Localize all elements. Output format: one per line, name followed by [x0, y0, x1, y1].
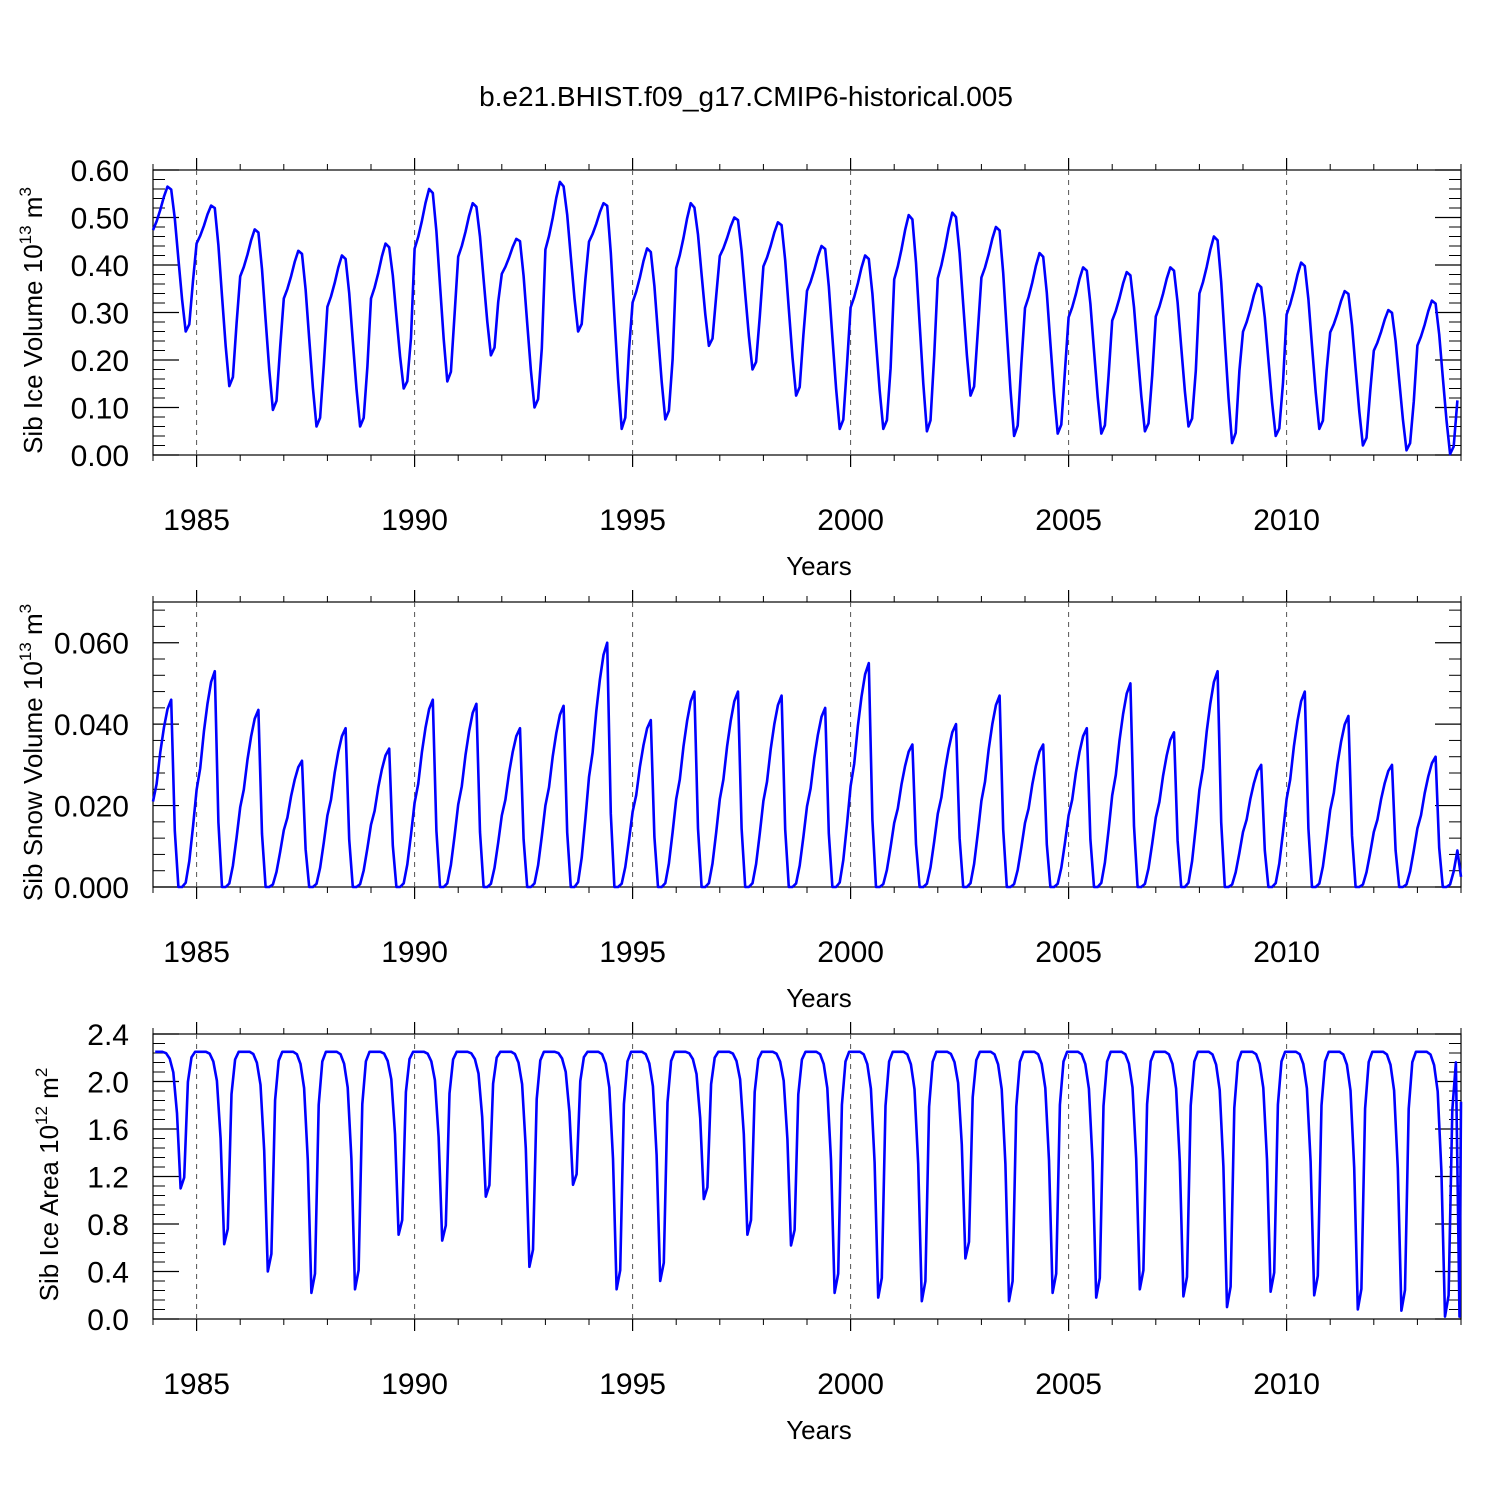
sib-ice-volume-series-line	[151, 180, 1459, 456]
y-axis-label-exponent: 13	[16, 642, 35, 661]
y-tick-label: 0.060	[54, 628, 129, 661]
y-axis-label-exponent: 12	[32, 1106, 51, 1125]
x-tick-label: 2005	[1035, 504, 1102, 537]
y-tick-label: 2.4	[87, 1019, 129, 1052]
y-tick-label: 0.00	[71, 440, 129, 473]
y-tick-label: 0.40	[71, 250, 129, 283]
sib-snow-volume-panel: 1985 1990 1995 2000 2005 2010 0.000 0.020 0.040 0…	[16, 590, 1463, 1013]
y-tick-label: 0.30	[71, 298, 129, 331]
x-tick-label: 2005	[1035, 936, 1102, 969]
plot-frame	[152, 1033, 1462, 1320]
x-axis-label: Years	[786, 1415, 852, 1445]
y-axis-label-unit: m	[18, 197, 48, 226]
x-tick-label: 1990	[381, 936, 448, 969]
x-tick-label: 1990	[381, 504, 448, 537]
y-axis-label-unit-exponent: 3	[16, 604, 35, 613]
y-axis-label: Sib Snow Volume 1013 m3	[16, 604, 48, 901]
y-axis-label-text: Sib Ice Volume 10	[18, 244, 48, 454]
y-tick-label: 1.6	[87, 1114, 129, 1147]
y-tick-label: 0.020	[54, 791, 129, 824]
y-axis-label-unit-exponent: 3	[16, 187, 35, 196]
x-axis-label: Years	[786, 551, 852, 581]
x-tick-label: 1995	[599, 936, 666, 969]
sib-ice-area-series-line	[155, 1050, 1463, 1318]
x-tick-label: 2005	[1035, 1368, 1102, 1401]
y-tick-label: 0.040	[54, 709, 129, 742]
chart-title: b.e21.BHIST.f09_g17.CMIP6-historical.005	[479, 81, 1013, 112]
y-axis-label-unit: m	[34, 1077, 64, 1106]
x-tick-label: 2000	[817, 1368, 884, 1401]
x-tick-label: 1985	[163, 504, 230, 537]
x-tick-label: 1985	[163, 936, 230, 969]
y-tick-label: 0.50	[71, 203, 129, 236]
x-tick-label: 2010	[1253, 936, 1320, 969]
y-axis-label-unit-exponent: 2	[32, 1068, 51, 1077]
y-axis-label-text: Sib Snow Volume 10	[18, 661, 48, 901]
x-tick-label: 2010	[1253, 1368, 1320, 1401]
y-axis-label: Sib Ice Volume 1013 m3	[16, 187, 48, 454]
y-tick-label: 0.20	[71, 345, 129, 378]
y-axis-label-unit: m	[18, 613, 48, 642]
x-tick-label: 1990	[381, 1368, 448, 1401]
y-tick-label: 0.8	[87, 1209, 129, 1242]
y-tick-label: 0.0	[87, 1304, 129, 1337]
x-tick-label: 2000	[817, 504, 884, 537]
y-axis-label-exponent: 13	[16, 225, 35, 244]
y-tick-label: 0.4	[87, 1257, 129, 1290]
y-tick-label: 0.60	[71, 155, 129, 188]
x-tick-label: 2000	[817, 936, 884, 969]
x-tick-label: 1995	[599, 504, 666, 537]
y-tick-label: 2.0	[87, 1067, 129, 1100]
x-tick-label: 1985	[163, 1368, 230, 1401]
y-tick-label: 1.2	[87, 1162, 129, 1195]
y-axis-label-text: Sib Ice Area 10	[34, 1125, 64, 1301]
sib-ice-volume-panel: 1985 1990 1995 2000 2005 2010 0.00 0.10 0.20 0.30…	[16, 155, 1462, 581]
sib-snow-volume-series-line	[151, 641, 1463, 889]
y-tick-label: 0.000	[54, 872, 129, 905]
y-tick-label: 0.10	[71, 393, 129, 426]
x-tick-label: 2010	[1253, 504, 1320, 537]
x-tick-label: 1995	[599, 1368, 666, 1401]
y-axis-label: Sib Ice Area 1012 m2	[32, 1068, 64, 1302]
sib-ice-area-panel: 1985 1990 1995 2000 2005 2010 0.0 0.4 0.8 1.2 1.6 2…	[32, 1019, 1463, 1445]
x-axis-label: Years	[786, 983, 852, 1013]
